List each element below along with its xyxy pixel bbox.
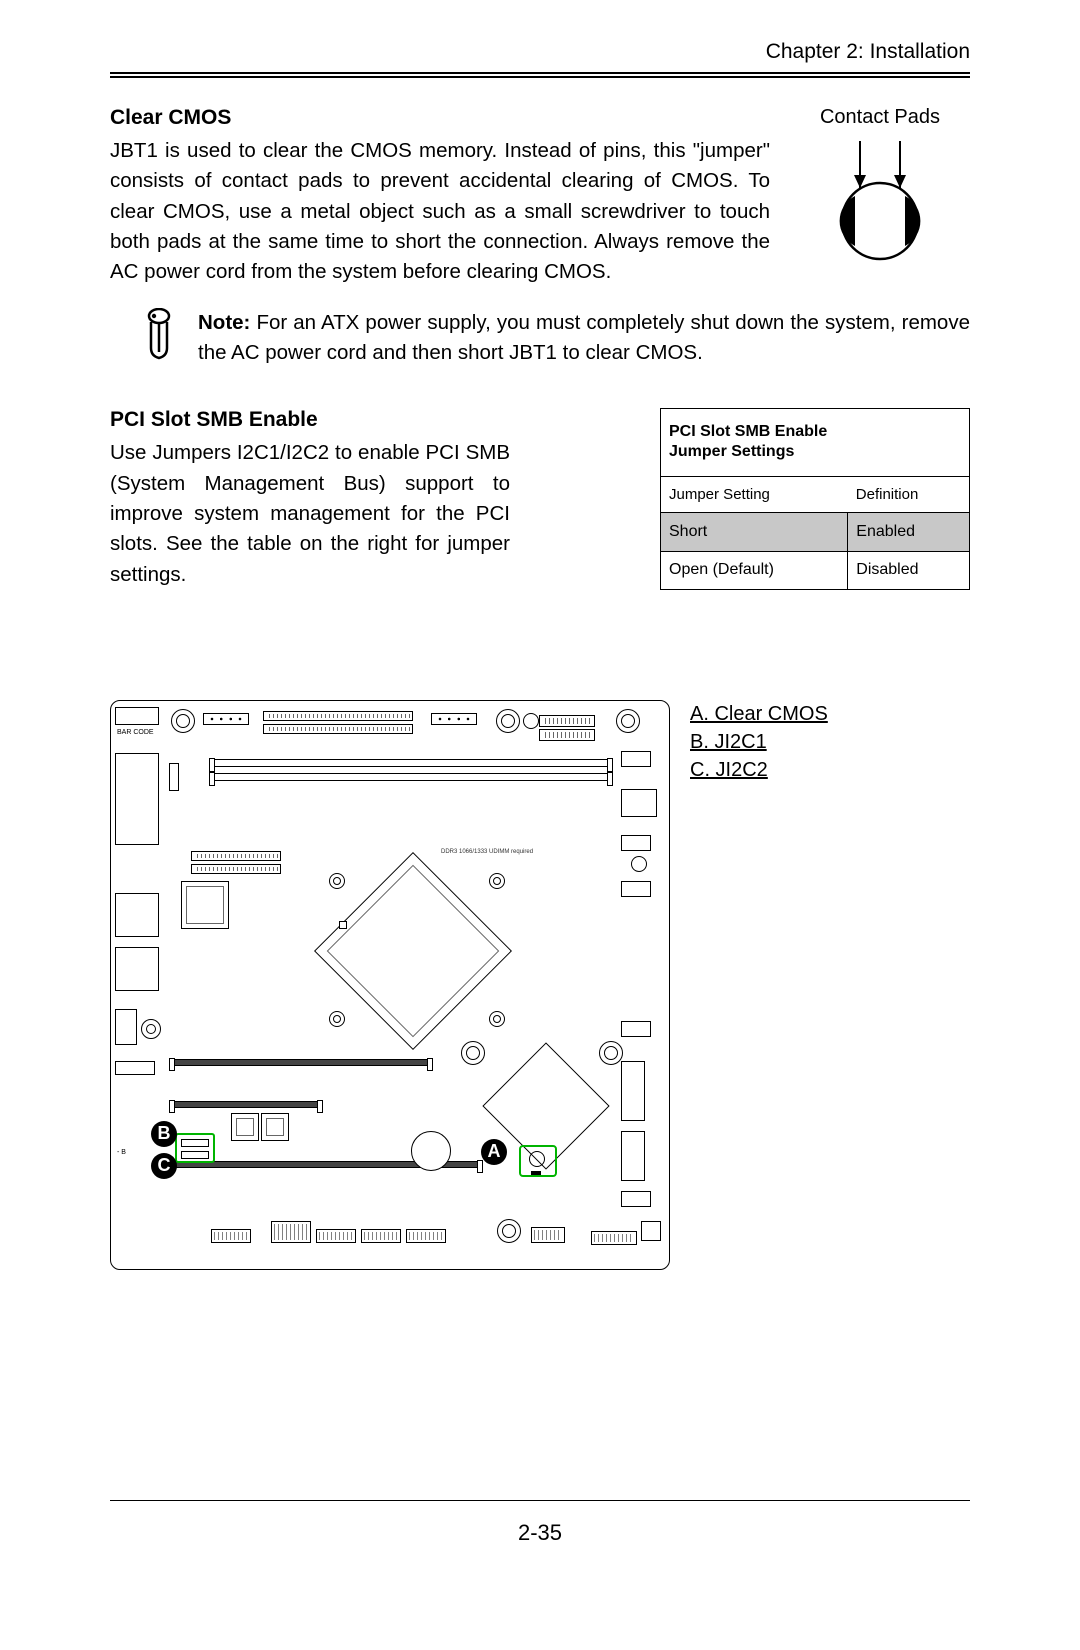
contact-pads-icon xyxy=(825,133,935,263)
table-row: Enabled xyxy=(848,513,970,551)
callout-c: C xyxy=(151,1153,177,1179)
table-title-2: Jumper Settings xyxy=(669,443,794,460)
pci-heading: PCI Slot SMB Enable xyxy=(110,408,510,432)
dimm-label: DDR3 1066/1333 UDIMM required xyxy=(441,849,533,855)
pci-section: PCI Slot SMB Enable Use Jumpers I2C1/I2C… xyxy=(110,408,970,590)
diagram-legend: A. Clear CMOS B. JI2C1 C. JI2C2 xyxy=(690,700,828,784)
clear-cmos-heading: Clear CMOS xyxy=(110,106,770,130)
pci-body: Use Jumpers I2C1/I2C2 to enable PCI SMB … xyxy=(110,438,510,590)
table-row: Open (Default) xyxy=(661,551,848,589)
legend-b: B. JI2C1 xyxy=(690,728,828,756)
clear-cmos-body: JBT1 is used to clear the CMOS memory. I… xyxy=(110,136,770,288)
note-label: Note: xyxy=(198,311,250,334)
table-col2: Definition xyxy=(848,476,970,513)
table-title-1: PCI Slot SMB Enable xyxy=(669,423,827,440)
jumper-settings-table: PCI Slot SMB Enable Jumper Settings Jump… xyxy=(660,408,970,590)
chapter-header: Chapter 2: Installation xyxy=(110,40,970,64)
note-icon xyxy=(140,308,178,360)
legend-c: C. JI2C2 xyxy=(690,756,828,784)
clear-cmos-section: Clear CMOS JBT1 is used to clear the CMO… xyxy=(110,106,970,288)
header-rule xyxy=(110,72,970,78)
table-row: Disabled xyxy=(848,551,970,589)
note-body: For an ATX power supply, you must comple… xyxy=(198,311,970,364)
callout-b: B xyxy=(151,1121,177,1147)
table-row: Short xyxy=(661,513,848,551)
callout-a: A xyxy=(481,1139,507,1165)
note-block: Note: For an ATX power supply, you must … xyxy=(140,308,970,369)
footer-rule xyxy=(110,1500,970,1501)
table-col1: Jumper Setting xyxy=(661,476,848,513)
contact-pads-label: Contact Pads xyxy=(790,106,970,129)
motherboard-diagram: BAR CODE DDR3 1066/1333 UDIMM required xyxy=(110,700,670,1270)
legend-a: A. Clear CMOS xyxy=(690,700,828,728)
